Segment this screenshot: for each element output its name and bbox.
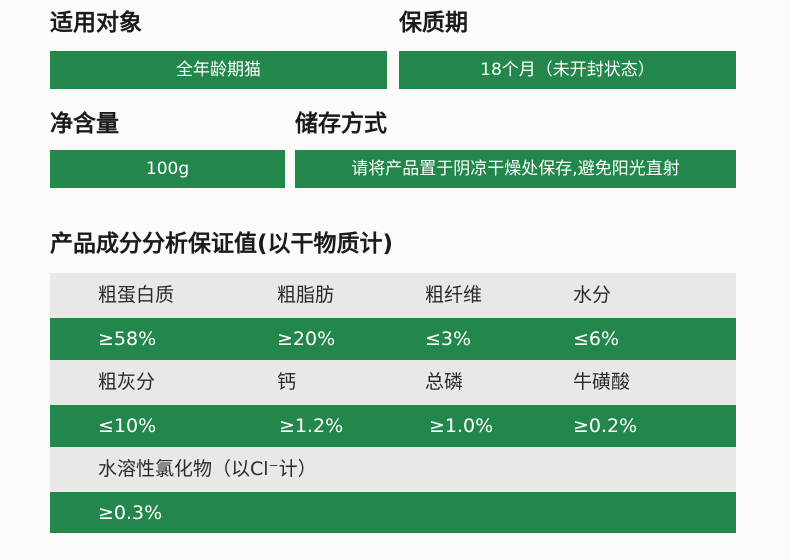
target-label: 适用对象: [50, 10, 142, 36]
value-moisture: ≤6%: [573, 328, 620, 350]
shelf-life-value: 18个月（未开封状态）: [399, 51, 736, 89]
analysis-title: 产品成分分析保证值(以干物质计): [50, 231, 394, 257]
table-row: 水溶性氯化物（以Cl⁻计）: [50, 447, 736, 492]
header-crude-protein: 粗蛋白质: [98, 284, 175, 306]
net-content-value: 100g: [50, 150, 285, 188]
storage-label: 储存方式: [295, 111, 387, 137]
table-row: 粗灰分 钙 总磷 牛磺酸: [50, 360, 736, 405]
header-taurine: 牛磺酸: [573, 371, 631, 393]
header-crude-fat: 粗脂肪: [277, 284, 335, 306]
table-row: ≤10% ≥1.2% ≥1.0% ≥0.2%: [50, 405, 736, 447]
header-water-soluble-chloride: 水溶性氯化物（以Cl⁻计）: [98, 458, 317, 480]
header-moisture: 水分: [573, 284, 612, 306]
header-total-phosphorus: 总磷: [425, 371, 464, 393]
analysis-table: 粗蛋白质 粗脂肪 粗纤维 水分 ≥58% ≥20% ≤3% ≤6% 粗灰分 钙 …: [50, 273, 736, 533]
header-crude-fiber: 粗纤维: [425, 284, 483, 306]
table-row: 粗蛋白质 粗脂肪 粗纤维 水分: [50, 273, 736, 318]
header-crude-ash: 粗灰分: [98, 371, 156, 393]
value-crude-fat: ≥20%: [277, 328, 336, 350]
net-content-label: 净含量: [50, 111, 119, 137]
header-calcium: 钙: [277, 371, 297, 393]
value-crude-ash: ≤10%: [98, 415, 157, 437]
value-calcium: ≥1.2%: [279, 415, 344, 437]
value-crude-protein: ≥58%: [98, 328, 157, 350]
storage-value: 请将产品置于阴凉干燥处保存,避免阳光直射: [295, 150, 736, 188]
table-row: ≥0.3%: [50, 492, 736, 533]
shelf-life-label: 保质期: [399, 10, 468, 36]
value-crude-fiber: ≤3%: [425, 328, 472, 350]
target-value: 全年龄期猫: [50, 51, 387, 89]
value-water-soluble-chloride: ≥0.3%: [98, 502, 163, 524]
value-total-phosphorus: ≥1.0%: [429, 415, 494, 437]
table-row: ≥58% ≥20% ≤3% ≤6%: [50, 318, 736, 360]
value-taurine: ≥0.2%: [573, 415, 638, 437]
